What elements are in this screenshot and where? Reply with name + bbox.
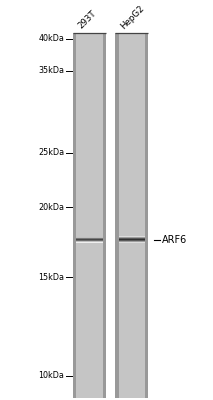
- Bar: [115, 33, 119, 398]
- Bar: [115, 33, 148, 398]
- Bar: [103, 33, 106, 398]
- Text: 20kDa: 20kDa: [38, 203, 64, 212]
- Text: 15kDa: 15kDa: [38, 272, 64, 282]
- Text: 293T: 293T: [77, 9, 98, 31]
- Bar: [73, 33, 76, 398]
- Text: 10kDa: 10kDa: [38, 371, 64, 380]
- Bar: [73, 33, 106, 398]
- Text: ARF6: ARF6: [162, 234, 187, 244]
- Bar: [145, 33, 148, 398]
- Text: 35kDa: 35kDa: [38, 66, 64, 76]
- Text: 25kDa: 25kDa: [38, 148, 64, 157]
- Text: 40kDa: 40kDa: [38, 34, 64, 43]
- Text: HepG2: HepG2: [119, 4, 146, 31]
